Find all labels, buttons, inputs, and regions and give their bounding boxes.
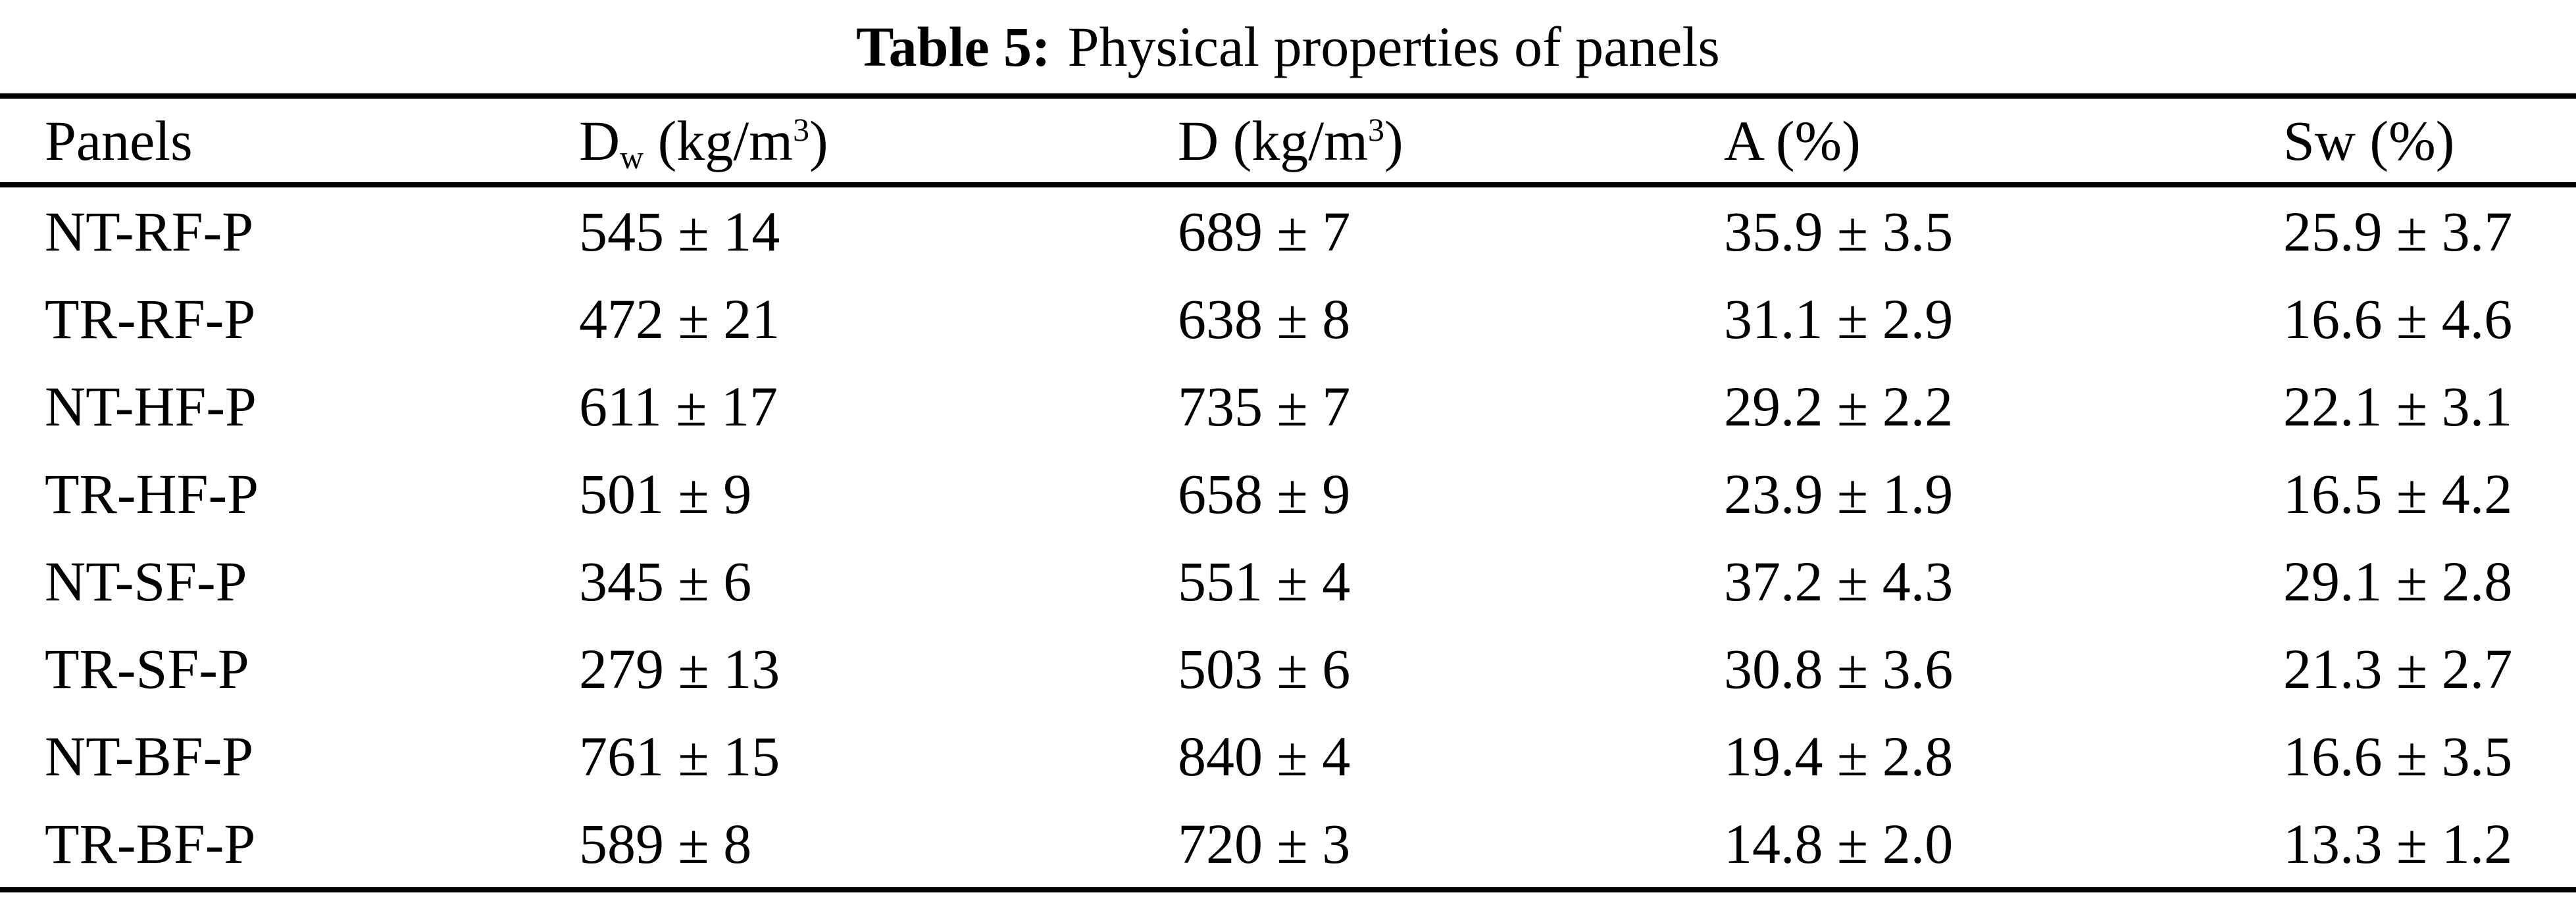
cell-density: 658 ± 9: [1178, 462, 1351, 525]
cell-dry-density: 761 ± 15: [579, 724, 780, 788]
cell-density: 720 ± 3: [1178, 812, 1351, 875]
table-caption: Table 5: Physical properties of panels: [0, 0, 2576, 93]
col-header-dry-density: Dw (kg/m3): [534, 96, 1133, 187]
cell-panel: NT-BF-P: [45, 724, 254, 788]
cell-swelling: 13.3 ± 1.2: [2283, 812, 2513, 875]
cell-density: 689 ± 7: [1178, 199, 1351, 263]
header-text: (kg/m: [1219, 109, 1369, 172]
cell-density: 503 ± 6: [1178, 637, 1351, 700]
header-text: ): [1384, 109, 1403, 172]
header-superscript: 3: [793, 111, 810, 148]
cell-dry-density: 501 ± 9: [579, 462, 752, 525]
header-superscript: 3: [1368, 111, 1384, 148]
cell-swelling: 22.1 ± 3.1: [2283, 374, 2513, 438]
cell-swelling: 21.3 ± 2.7: [2283, 637, 2513, 700]
cell-water-absorption: 29.2 ± 2.2: [1724, 374, 1954, 438]
header-text: (kg/m: [644, 109, 794, 172]
cell-panel: TR-RF-P: [45, 287, 256, 351]
cell-swelling: 16.6 ± 3.5: [2283, 724, 2513, 788]
cell-water-absorption: 35.9 ± 3.5: [1724, 199, 1954, 263]
header-text: D: [579, 109, 620, 172]
table-row: TR-HF-P 501 ± 9 658 ± 9 23.9 ± 1.9 16.5 …: [0, 450, 2576, 537]
cell-water-absorption: 14.8 ± 2.0: [1724, 812, 1954, 875]
table-row: NT-RF-P 545 ± 14 689 ± 7 35.9 ± 3.5 25.9…: [0, 185, 2576, 275]
cell-water-absorption: 19.4 ± 2.8: [1724, 724, 1954, 788]
cell-swelling: 16.6 ± 4.6: [2283, 287, 2513, 351]
cell-density: 735 ± 7: [1178, 374, 1351, 438]
cell-dry-density: 545 ± 14: [579, 199, 780, 263]
table-row: TR-RF-P 472 ± 21 638 ± 8 31.1 ± 2.9 16.6…: [0, 275, 2576, 362]
table-row: NT-HF-P 611 ± 17 735 ± 7 29.2 ± 2.2 22.1…: [0, 362, 2576, 450]
cell-dry-density: 611 ± 17: [579, 374, 778, 438]
cell-panel: TR-SF-P: [45, 637, 249, 700]
cell-dry-density: 472 ± 21: [579, 287, 780, 351]
table-row: TR-BF-P 589 ± 8 720 ± 3 14.8 ± 2.0 13.3 …: [0, 800, 2576, 890]
cell-water-absorption: 37.2 ± 4.3: [1724, 549, 1954, 613]
cell-swelling: 16.5 ± 4.2: [2283, 462, 2513, 525]
col-header-water-absorption: A (%): [1679, 96, 2238, 187]
cell-swelling: 25.9 ± 3.7: [2283, 199, 2513, 263]
cell-dry-density: 279 ± 13: [579, 637, 780, 700]
cell-water-absorption: 23.9 ± 1.9: [1724, 462, 1954, 525]
cell-water-absorption: 31.1 ± 2.9: [1724, 287, 1954, 351]
col-header-panels: Panels: [0, 96, 534, 187]
col-header-density: D (kg/m3): [1133, 96, 1679, 187]
cell-dry-density: 589 ± 8: [579, 812, 752, 875]
cell-panel: NT-HF-P: [45, 374, 257, 438]
header-text: Sw (%): [2283, 109, 2455, 172]
cell-density: 638 ± 8: [1178, 287, 1351, 351]
cell-water-absorption: 30.8 ± 3.6: [1724, 637, 1954, 700]
table-caption-label: Table 5:: [856, 15, 1051, 78]
cell-panel: NT-RF-P: [45, 199, 254, 263]
cell-panel: TR-BF-P: [45, 812, 256, 875]
cell-panel: TR-HF-P: [45, 462, 259, 525]
cell-dry-density: 345 ± 6: [579, 549, 752, 613]
physical-properties-table: Panels Dw (kg/m3) D (kg/m3) A (%) Sw (%)…: [0, 93, 2576, 892]
header-text: A (%): [1724, 109, 1861, 172]
table-header-row: Panels Dw (kg/m3) D (kg/m3) A (%) Sw (%): [0, 96, 2576, 187]
table-row: NT-BF-P 761 ± 15 840 ± 4 19.4 ± 2.8 16.6…: [0, 712, 2576, 800]
cell-density: 840 ± 4: [1178, 724, 1351, 788]
cell-swelling: 29.1 ± 2.8: [2283, 549, 2513, 613]
table-caption-text: Physical properties of panels: [1067, 15, 1720, 78]
header-subscript: w: [620, 139, 644, 176]
col-header-swelling: Sw (%): [2238, 96, 2576, 187]
table-row: TR-SF-P 279 ± 13 503 ± 6 30.8 ± 3.6 21.3…: [0, 625, 2576, 712]
table-row: NT-SF-P 345 ± 6 551 ± 4 37.2 ± 4.3 29.1 …: [0, 537, 2576, 625]
header-text: Panels: [45, 109, 193, 172]
header-text: D: [1178, 109, 1219, 172]
header-text: ): [809, 109, 828, 172]
cell-panel: NT-SF-P: [45, 549, 247, 613]
cell-density: 551 ± 4: [1178, 549, 1351, 613]
